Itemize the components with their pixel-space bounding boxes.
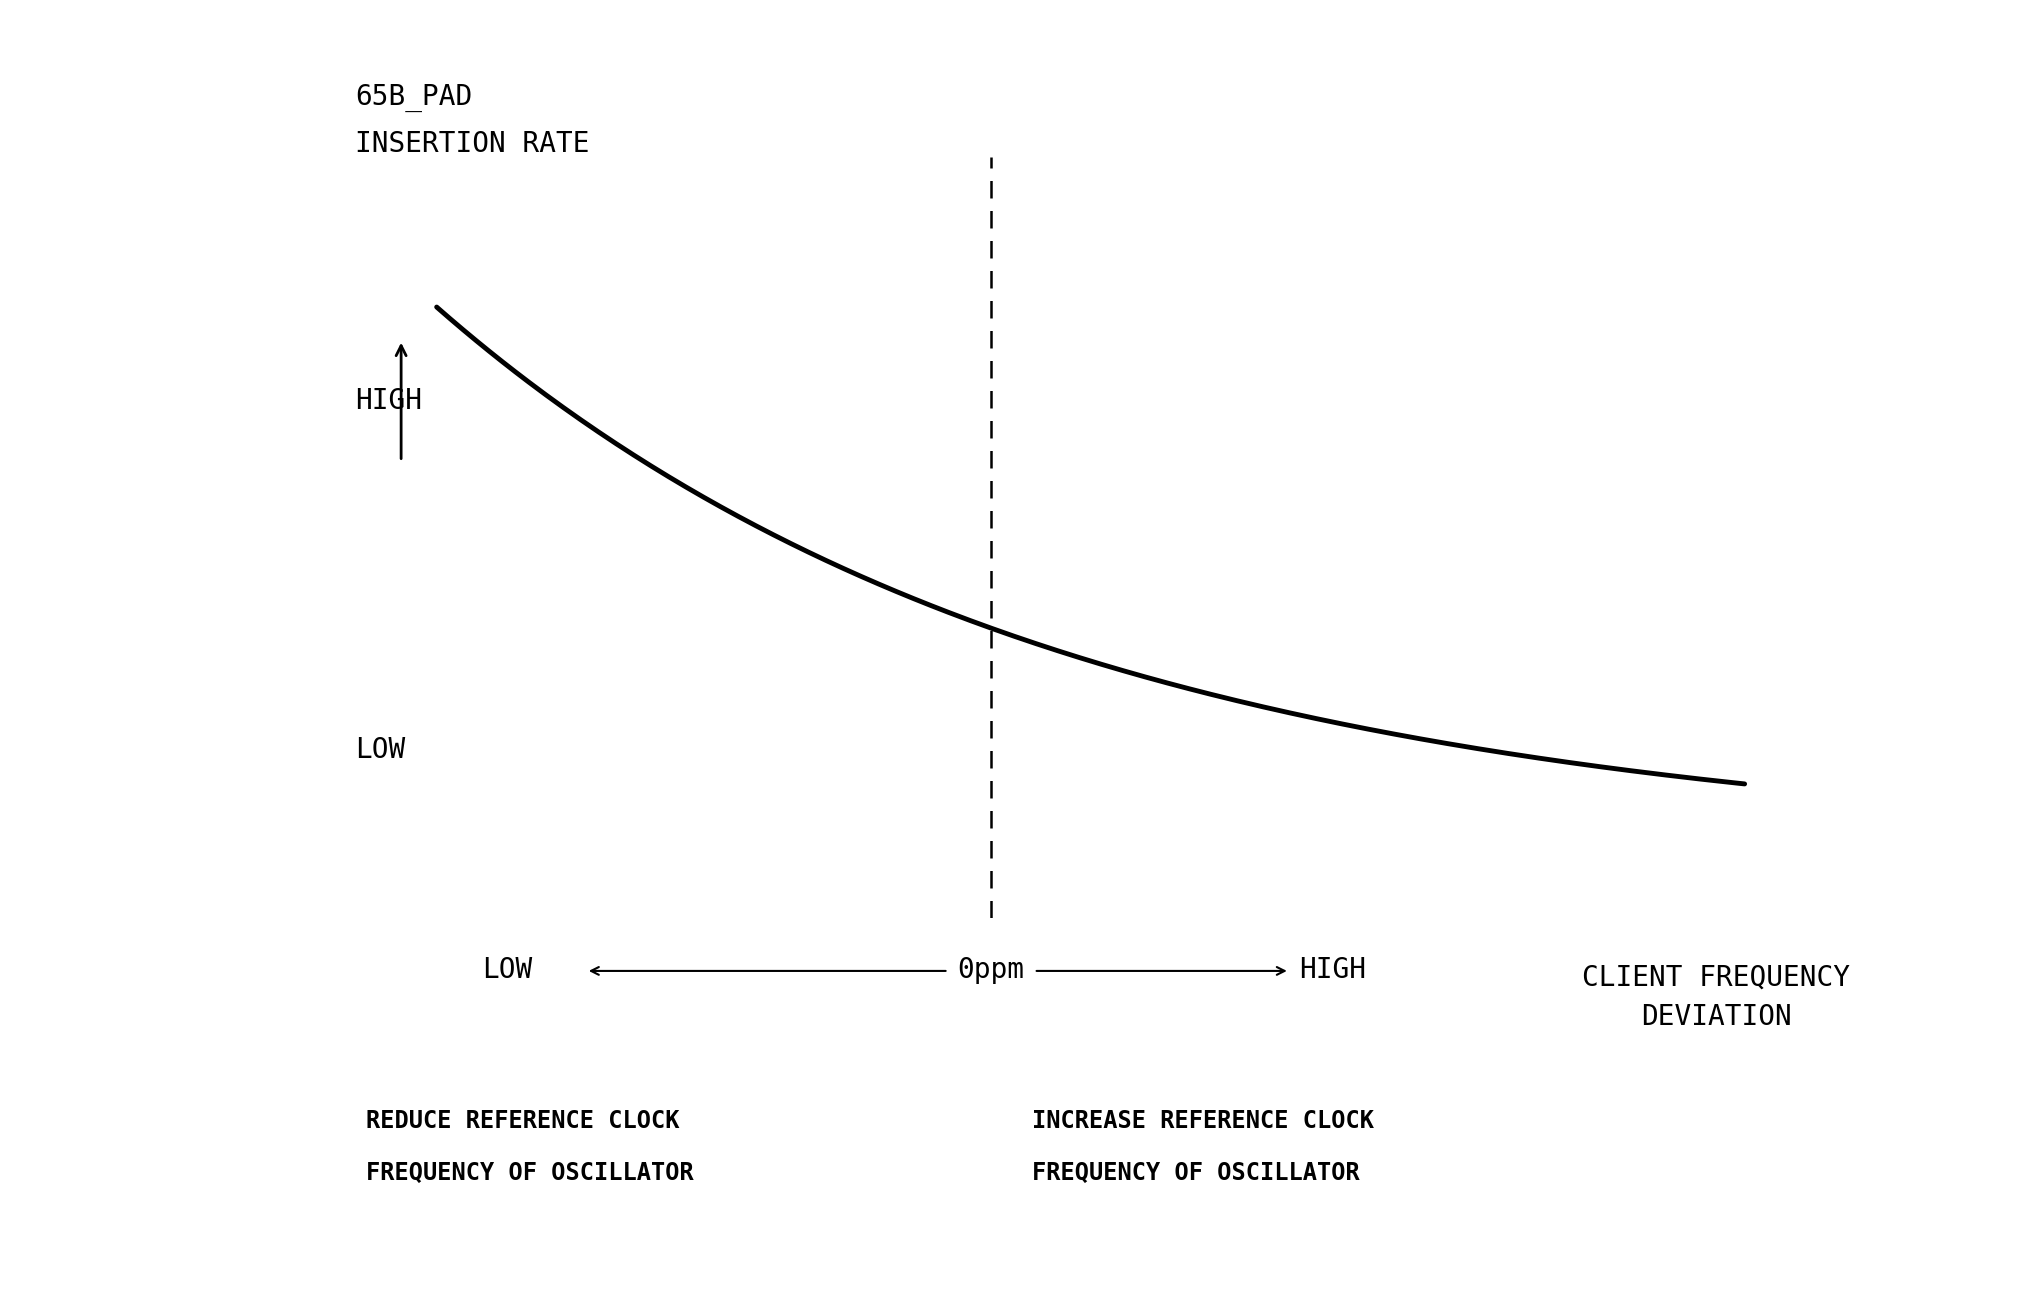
Text: INSERTION RATE: INSERTION RATE (355, 130, 589, 159)
Text: INCREASE REFERENCE CLOCK: INCREASE REFERENCE CLOCK (1031, 1109, 1372, 1133)
Text: HIGH: HIGH (355, 387, 422, 414)
Text: REDUCE REFERENCE CLOCK: REDUCE REFERENCE CLOCK (365, 1109, 678, 1133)
Text: LOW: LOW (483, 956, 532, 985)
Text: CLIENT FREQUENCY: CLIENT FREQUENCY (1581, 964, 1849, 991)
Text: LOW: LOW (355, 737, 406, 764)
Text: FREQUENCY OF OSCILLATOR: FREQUENCY OF OSCILLATOR (1031, 1162, 1358, 1185)
Text: 0ppm: 0ppm (958, 956, 1023, 985)
Text: DEVIATION: DEVIATION (1640, 1003, 1790, 1030)
Text: HIGH: HIGH (1299, 956, 1364, 985)
Text: FREQUENCY OF OSCILLATOR: FREQUENCY OF OSCILLATOR (365, 1162, 692, 1185)
Text: 65B_PAD: 65B_PAD (355, 84, 473, 113)
